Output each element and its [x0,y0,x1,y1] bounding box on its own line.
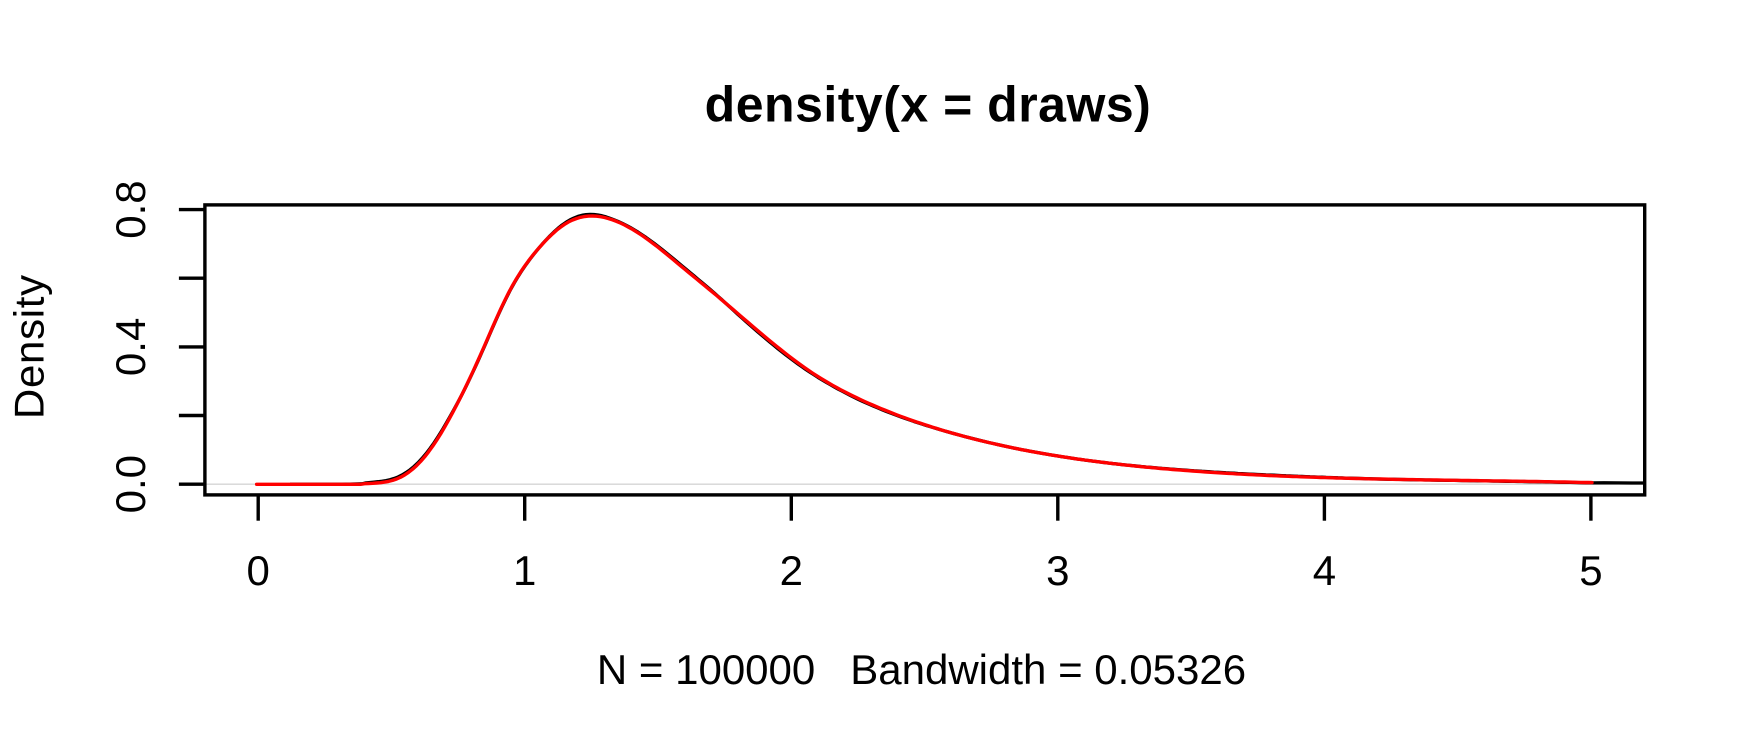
svg-text:5: 5 [1579,547,1602,594]
svg-text:Density: Density [5,274,52,419]
svg-text:N = 100000 Bandwidth = 0.053: N = 100000 Bandwidth = 0.05326 [597,646,1246,693]
svg-text:density(x = draws): density(x = draws) [705,76,1152,132]
svg-text:0.4: 0.4 [107,318,154,376]
svg-text:4: 4 [1313,547,1336,594]
svg-text:0.0: 0.0 [107,455,154,513]
svg-text:2: 2 [780,547,803,594]
svg-text:0: 0 [247,547,270,594]
svg-text:1: 1 [513,547,536,594]
svg-text:3: 3 [1046,547,1069,594]
svg-text:0.8: 0.8 [107,180,154,238]
